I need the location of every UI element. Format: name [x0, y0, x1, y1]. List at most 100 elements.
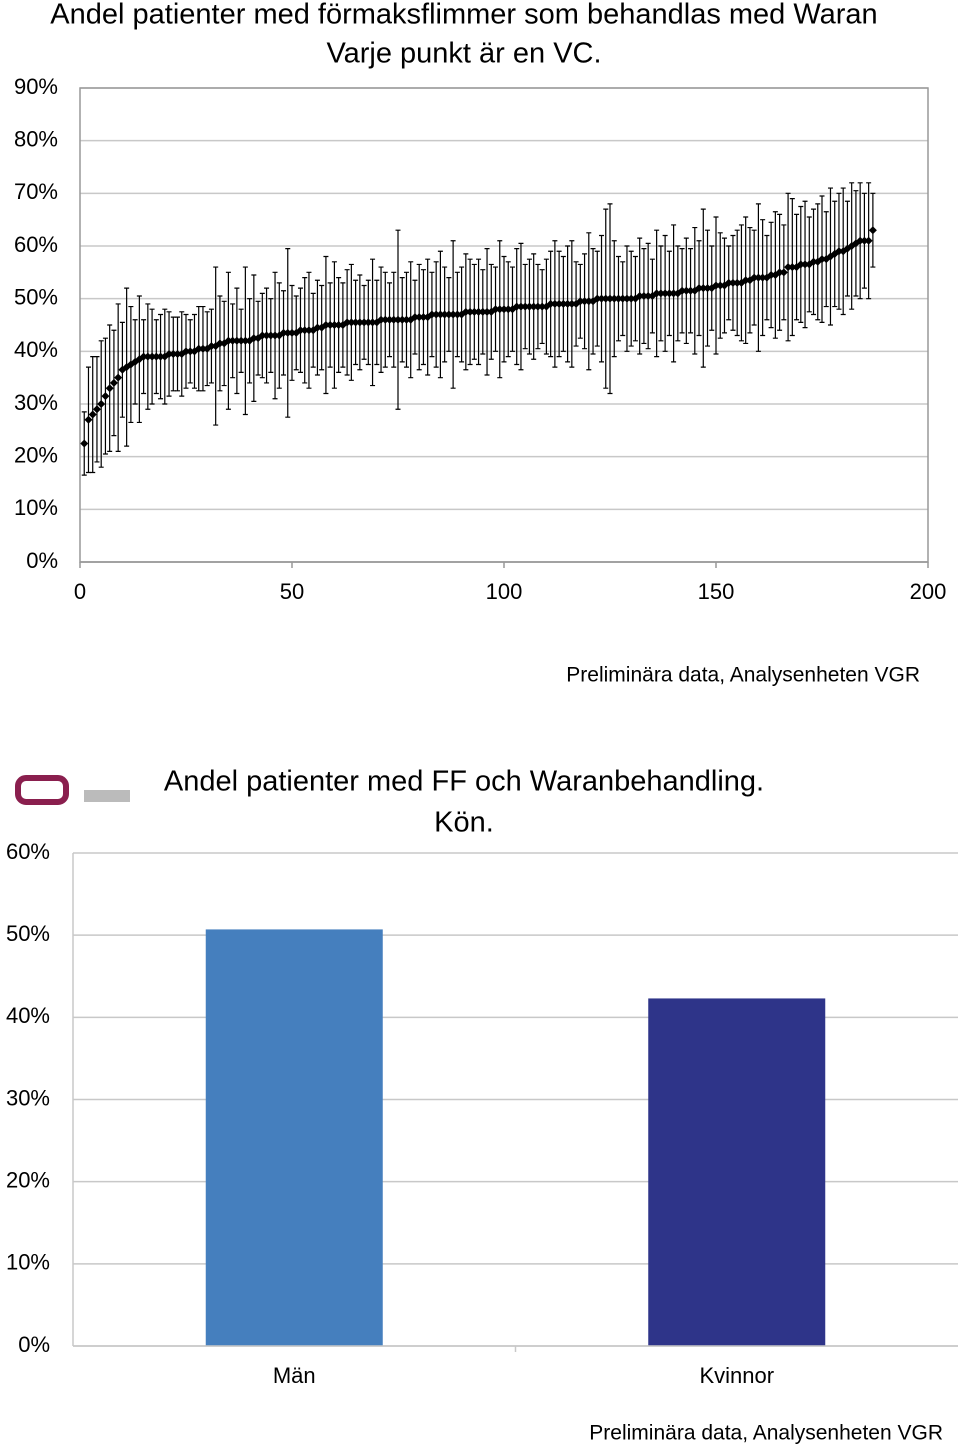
data-point: [351, 318, 360, 327]
y-tick-label: 0%: [26, 548, 58, 573]
data-point: [410, 313, 419, 322]
chart-subtitle: Kön.: [434, 807, 494, 839]
data-point: [860, 236, 869, 245]
data-point: [92, 405, 101, 414]
data-point: [576, 297, 585, 306]
data-point: [377, 315, 386, 324]
bar: [205, 929, 383, 1346]
data-point: [381, 315, 390, 324]
data-point: [394, 315, 402, 324]
data-point: [500, 305, 508, 314]
y-tick-label: 30%: [6, 1085, 50, 1110]
data-point: [258, 331, 267, 340]
data-point: [156, 352, 165, 361]
data-point: [466, 307, 475, 316]
data-point: [288, 328, 296, 337]
data-point: [652, 289, 661, 298]
data-point: [402, 315, 411, 324]
data-point: [109, 378, 118, 387]
data-point: [300, 326, 309, 335]
data-point: [716, 281, 725, 290]
data-point: [784, 263, 793, 272]
y-tick-label: 20%: [6, 1167, 50, 1192]
data-point: [241, 336, 250, 345]
data-point: [529, 302, 538, 311]
data-point: [313, 323, 322, 332]
data-point: [639, 292, 648, 301]
data-point: [733, 278, 742, 287]
y-tick-label: 40%: [6, 1003, 50, 1028]
data-point: [516, 302, 525, 311]
logo: [15, 775, 130, 805]
data-point: [818, 255, 826, 264]
data-point: [678, 286, 687, 295]
data-point: [822, 255, 831, 264]
bar: [648, 998, 826, 1346]
data-point: [207, 342, 216, 351]
data-point: [656, 289, 665, 298]
x-tick-label: 0: [74, 579, 86, 604]
chart-title: Andel patienter med förmaksflimmer som b…: [50, 0, 877, 31]
data-point: [495, 305, 504, 314]
data-point: [419, 313, 428, 322]
data-point: [601, 294, 610, 303]
x-tick-label: 50: [280, 579, 304, 604]
data-point: [334, 321, 343, 329]
data-point: [330, 321, 339, 329]
source-note: Preliminära data, Analysenheten VGR: [589, 1422, 943, 1445]
data-point: [801, 260, 810, 269]
data-point: [686, 286, 695, 295]
data-point: [478, 307, 487, 316]
data-point: [470, 307, 479, 316]
data-point: [521, 302, 530, 311]
data-point: [114, 373, 123, 382]
data-point: [644, 292, 653, 301]
data-point: [788, 263, 797, 272]
y-tick-label: 10%: [6, 1250, 50, 1275]
data-point: [834, 247, 843, 256]
data-point: [148, 352, 157, 361]
data-point: [449, 310, 458, 319]
data-point: [444, 310, 453, 319]
data-point: [389, 315, 398, 324]
data-point: [398, 315, 407, 324]
data-point: [169, 349, 178, 358]
data-point: [360, 318, 369, 327]
y-tick-label: 80%: [14, 126, 58, 151]
y-tick-label: 60%: [14, 232, 58, 257]
data-point: [669, 289, 678, 298]
data-point: [237, 336, 246, 345]
x-tick-label: 150: [698, 579, 735, 604]
data-point: [533, 302, 542, 311]
data-point: [97, 400, 106, 408]
data-point: [355, 318, 364, 327]
data-point: [347, 318, 356, 327]
data-point: [856, 236, 865, 245]
data-point: [610, 294, 619, 303]
data-point: [139, 352, 148, 361]
data-point: [491, 305, 500, 314]
data-point: [296, 326, 305, 335]
data-point: [868, 226, 877, 235]
data-point: [538, 302, 547, 311]
data-point: [614, 294, 623, 303]
data-point: [712, 281, 720, 290]
data-point: [635, 292, 644, 301]
y-tick-label: 90%: [14, 74, 58, 99]
data-point: [622, 294, 631, 303]
data-point: [665, 289, 674, 298]
data-point: [593, 294, 602, 303]
data-point: [555, 299, 564, 308]
data-point: [262, 331, 271, 340]
data-point: [271, 331, 280, 340]
data-point: [661, 289, 670, 298]
data-point: [754, 273, 763, 282]
data-point: [563, 299, 572, 308]
data-point: [283, 328, 292, 337]
y-tick-label: 10%: [14, 495, 58, 520]
data-point: [440, 310, 449, 319]
data-point: [194, 344, 203, 353]
x-tick-label: Kvinnor: [699, 1363, 774, 1388]
data-point: [606, 294, 614, 303]
data-point: [304, 326, 313, 335]
